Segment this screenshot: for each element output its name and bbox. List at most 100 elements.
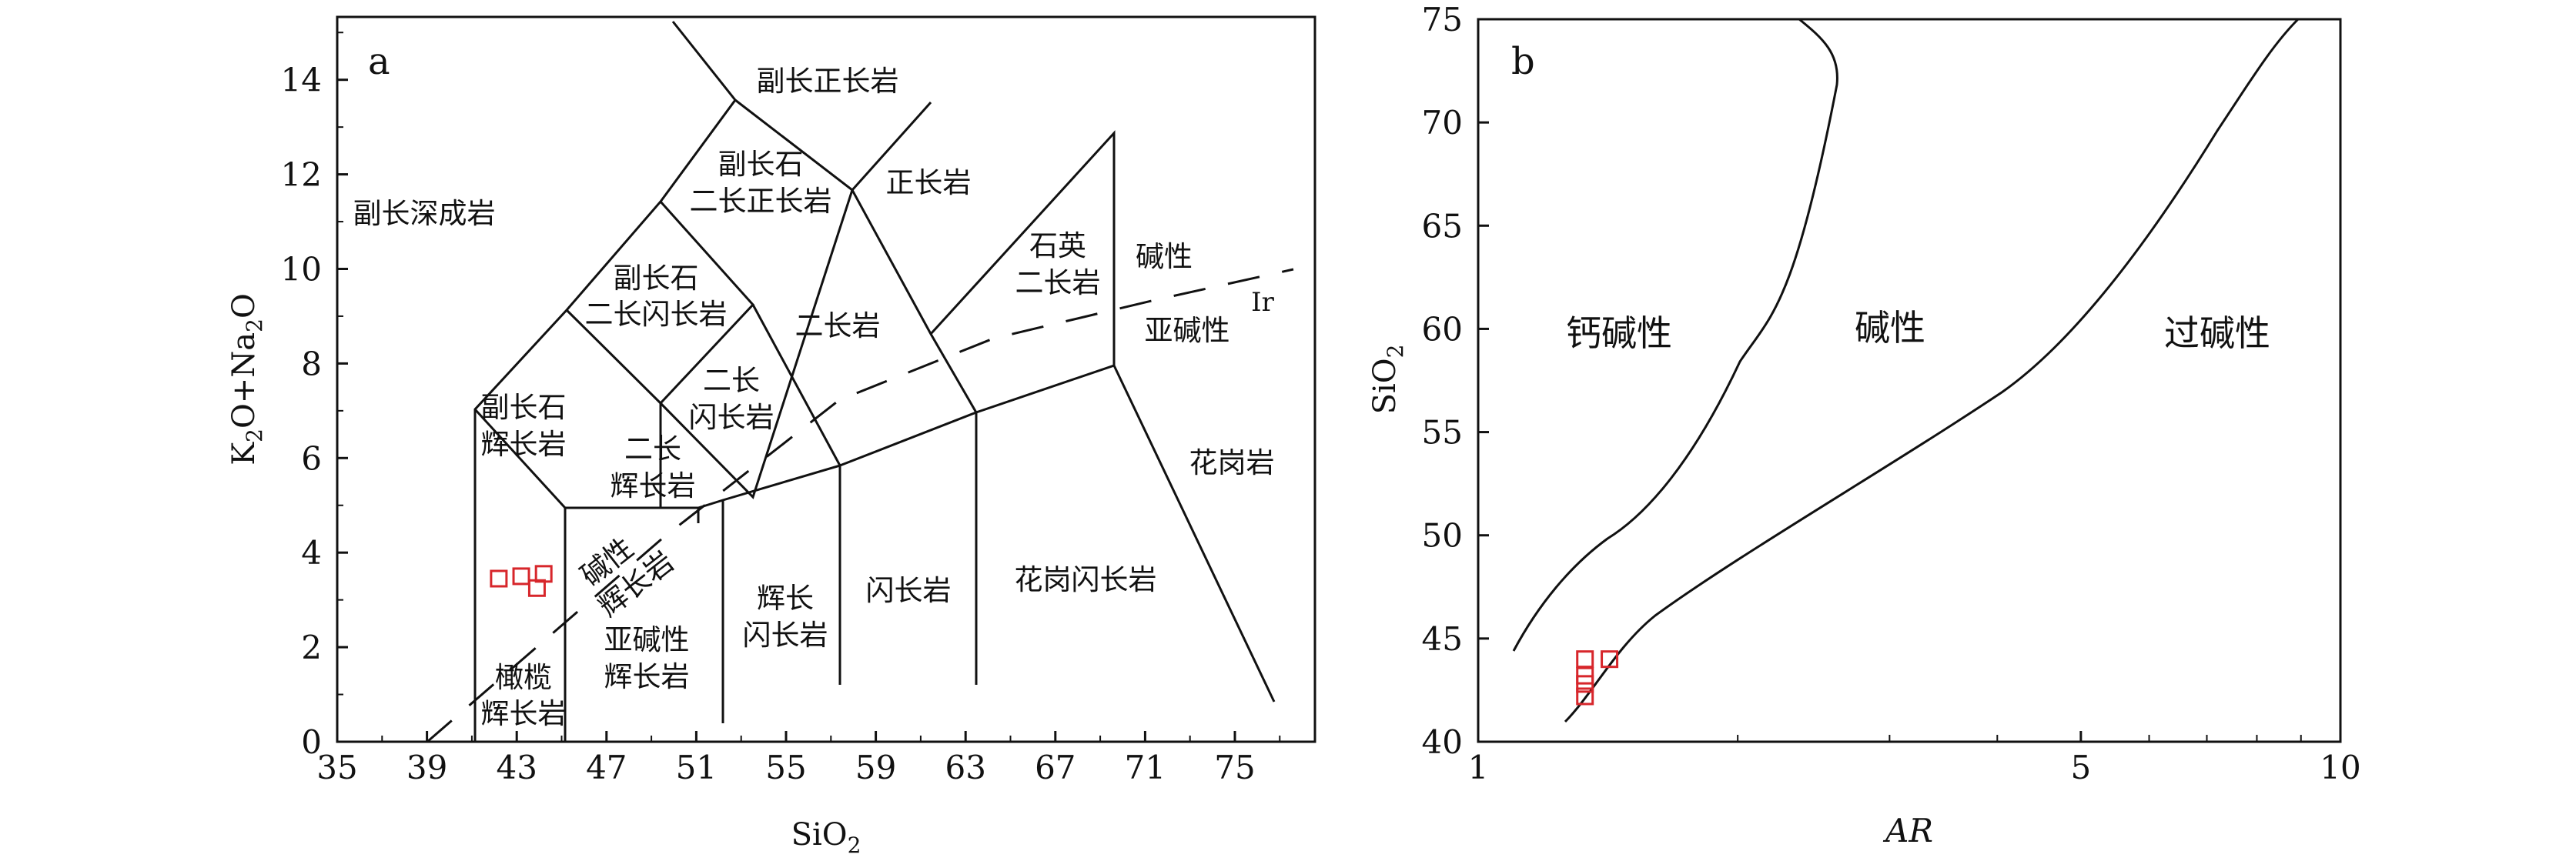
label-foid-gabbro-1: 副长石	[481, 391, 567, 424]
tas-field-boundaries	[473, 21, 1276, 742]
panel-a-y-tick-label: 6	[301, 439, 322, 477]
label-monzogabbro-1: 二长	[624, 432, 681, 466]
panel-a-y-tick-label: 14	[281, 62, 322, 99]
panel-a-x-axis: 35 39 43 47 51 55 59 63 67 71 75	[316, 731, 1281, 786]
label-monzogabbro-2: 辉长岩	[611, 469, 696, 502]
label-granodiorite: 花岗闪长岩	[1015, 563, 1157, 596]
label-gabbroic-diorite-1: 辉长	[757, 582, 814, 615]
panel-a-y-tick-label: 0	[301, 723, 322, 761]
panel-a-y-axis-title: K2O+Na2O	[226, 293, 267, 466]
label-foid-monzosyenite-2: 二长正长岩	[690, 185, 832, 218]
panel-b-x-tick-label: 1	[1468, 749, 1489, 786]
label-foid-gabbro-2: 辉长岩	[481, 428, 567, 461]
tas-field-labels: 副长正长岩 副长深成岩 副长石 二长正长岩 正长岩 副长石 二长闪长岩 石英 二…	[353, 65, 1275, 730]
panel-a-x-tick-label: 59	[855, 749, 896, 786]
panel-a-x-tick-label: 51	[676, 749, 717, 786]
label-subalkaline-gabbro-2: 辉长岩	[604, 660, 690, 693]
label-peralkaline: 过碱性	[2164, 312, 2270, 354]
panel-b-x-axis-title: AR	[1882, 812, 1933, 849]
panel-b-y-tick-label: 50	[1422, 517, 1463, 555]
label-syenite: 正长岩	[886, 166, 972, 199]
label-alkali-gabbro: 碱性 辉长岩	[574, 532, 680, 624]
panel-b-y-axis-title-sub: 2	[1383, 345, 1408, 359]
panel-b-y-tick-label: 40	[1422, 723, 1463, 761]
panel-b-x-axis: 1 5 10	[1468, 731, 2361, 786]
label-subalkaline-gabbro-1: 亚碱性	[604, 623, 690, 656]
panel-a-x-axis-title-base: SiO	[791, 817, 848, 853]
label-foid-syenite: 副长正长岩	[757, 65, 899, 98]
label-gabbroic-diorite-2: 闪长岩	[743, 619, 828, 652]
panel-a-x-tick-label: 39	[406, 749, 447, 786]
panel-a-x-tick-label: 75	[1214, 749, 1255, 786]
panel-b-data-point	[1576, 687, 1594, 706]
label-peridot-gabbro-1: 橄榄	[495, 661, 552, 694]
panel-a-x-tick-label: 71	[1125, 749, 1166, 786]
ar-field-boundaries	[1512, 18, 2300, 723]
panel-a-frame	[336, 15, 1316, 743]
panel-a-y-title-p3: O	[226, 293, 262, 319]
panel-a-data-point	[512, 567, 530, 586]
label-monzodiorite-2: 闪长岩	[689, 401, 774, 434]
panel-a-label: a	[368, 40, 390, 83]
panel-a-y-tick-label: 4	[301, 534, 322, 572]
panel-a-data-point	[527, 579, 546, 597]
panel-b-frame	[1477, 18, 2342, 743]
ir-dashed-line	[427, 268, 1294, 743]
panel-b-x-tick-label: 5	[2070, 749, 2091, 786]
label-alkaline: 碱性	[1136, 240, 1193, 273]
panel-a-y-title-s1: 2	[242, 429, 267, 442]
panel-a-data-point	[490, 569, 508, 588]
label-foid-plutonite: 副长深成岩	[353, 197, 496, 230]
panel-a-y-tick-label: 12	[281, 156, 322, 194]
panel-b-y-axis-title-base: SiO	[1367, 358, 1403, 414]
panel-a-x-tick-label: 63	[945, 749, 985, 786]
label-ir: Ir	[1251, 287, 1274, 318]
label-foid-monzodiorite-2: 二长闪长岩	[585, 298, 728, 331]
panel-a-x-tick-label: 47	[586, 749, 627, 786]
label-monzonite: 二长岩	[795, 309, 881, 342]
panel-b-label: b	[1511, 40, 1535, 83]
panel-a-y-tick-label: 8	[301, 345, 322, 382]
panel-a-x-tick-label: 67	[1035, 749, 1076, 786]
panel-b-data-point	[1576, 650, 1594, 669]
label-granite: 花岗岩	[1189, 446, 1275, 479]
panel-a-y-axis: 0 2 4 6 8 10 12 14	[281, 32, 348, 761]
panel-a-data-points	[490, 565, 553, 597]
label-diorite: 闪长岩	[866, 574, 952, 607]
panel-b-y-tick-label: 60	[1422, 310, 1463, 348]
panel-b-y-axis: 40 45 50 55 60 65 70 75	[1422, 1, 1489, 761]
panel-a-x-tick-label: 35	[316, 749, 357, 786]
panel-b-y-tick-label: 55	[1422, 414, 1463, 452]
label-foid-monzodiorite-1: 副长石	[614, 262, 699, 295]
label-foid-monzosyenite-1: 副长石	[718, 148, 804, 181]
panel-b-y-tick-label: 45	[1422, 620, 1463, 658]
panel-b-data-point	[1576, 675, 1594, 693]
panel-a-x-axis-title-sub: 2	[848, 833, 861, 857]
panel-b-data-point	[1601, 650, 1619, 669]
panel-b-x-tick-label: 10	[2320, 749, 2360, 786]
panel-a-y-tick-label: 10	[281, 251, 322, 289]
panel-a-x-tick-label: 55	[765, 749, 806, 786]
panel-a-y-title-p1: K	[226, 442, 262, 466]
panel-b-y-tick-label: 65	[1422, 207, 1463, 245]
label-peridot-gabbro-2: 辉长岩	[481, 697, 567, 730]
panel-b-y-axis-title: SiO2	[1367, 345, 1408, 415]
panel-a-y-tick-label: 2	[301, 629, 322, 666]
ar-field-labels: 钙碱性 碱性 过碱性	[1566, 307, 2270, 354]
label-calc-alkaline: 钙碱性	[1566, 312, 1672, 354]
panel-a-x-tick-label: 43	[496, 749, 537, 786]
label-ar-alkaline: 碱性	[1855, 307, 1925, 349]
panel-a: a 副长正长岩 副长深成岩 副长石 二长正长岩 正长岩 副长石 二长闪长岩	[226, 15, 1316, 858]
panel-a-x-axis-title: SiO2	[791, 817, 861, 857]
panel-a-y-title-p2: O+Na	[226, 332, 262, 429]
label-subalkaline: 亚碱性	[1145, 314, 1230, 347]
panel-b-y-tick-label: 70	[1422, 104, 1463, 142]
panel-b-y-tick-label: 75	[1422, 1, 1463, 38]
panel-a-y-title-s2: 2	[242, 319, 267, 332]
label-quartz-monzonite-2: 二长岩	[1015, 266, 1101, 299]
label-monzodiorite-1: 二长	[703, 364, 760, 397]
panel-b-data-points	[1576, 650, 1619, 706]
